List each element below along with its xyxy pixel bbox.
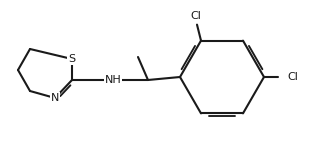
Text: N: N (51, 93, 59, 103)
Text: S: S (68, 54, 76, 64)
Text: Cl: Cl (287, 72, 298, 82)
Text: Cl: Cl (191, 11, 202, 21)
Text: NH: NH (105, 75, 122, 85)
